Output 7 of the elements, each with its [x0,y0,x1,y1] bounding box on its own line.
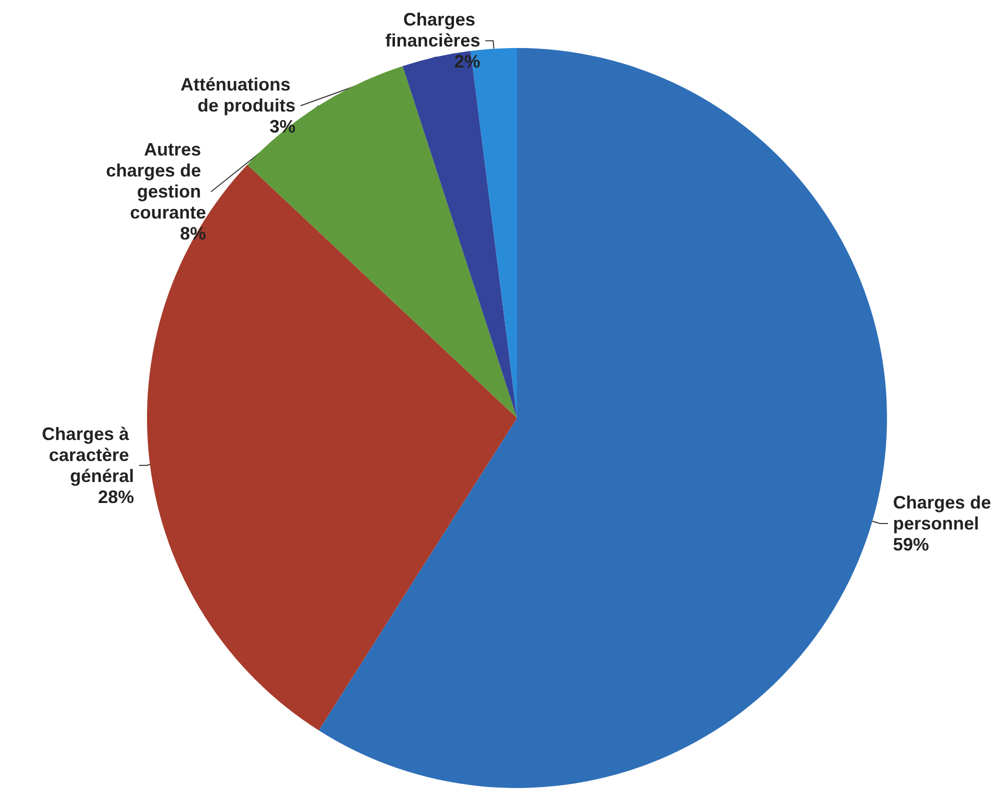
slice-label: Charges financières [385,10,480,51]
slice-label: Charges de personnel [892,492,996,534]
data-label: 28% [98,486,134,507]
slice-label: Atténuations de produits [180,74,296,116]
data-label: 59% [892,534,930,554]
slice-label: Charges à caractère général [42,424,134,486]
slice-label: Autres charges de gestion courante [106,140,206,223]
